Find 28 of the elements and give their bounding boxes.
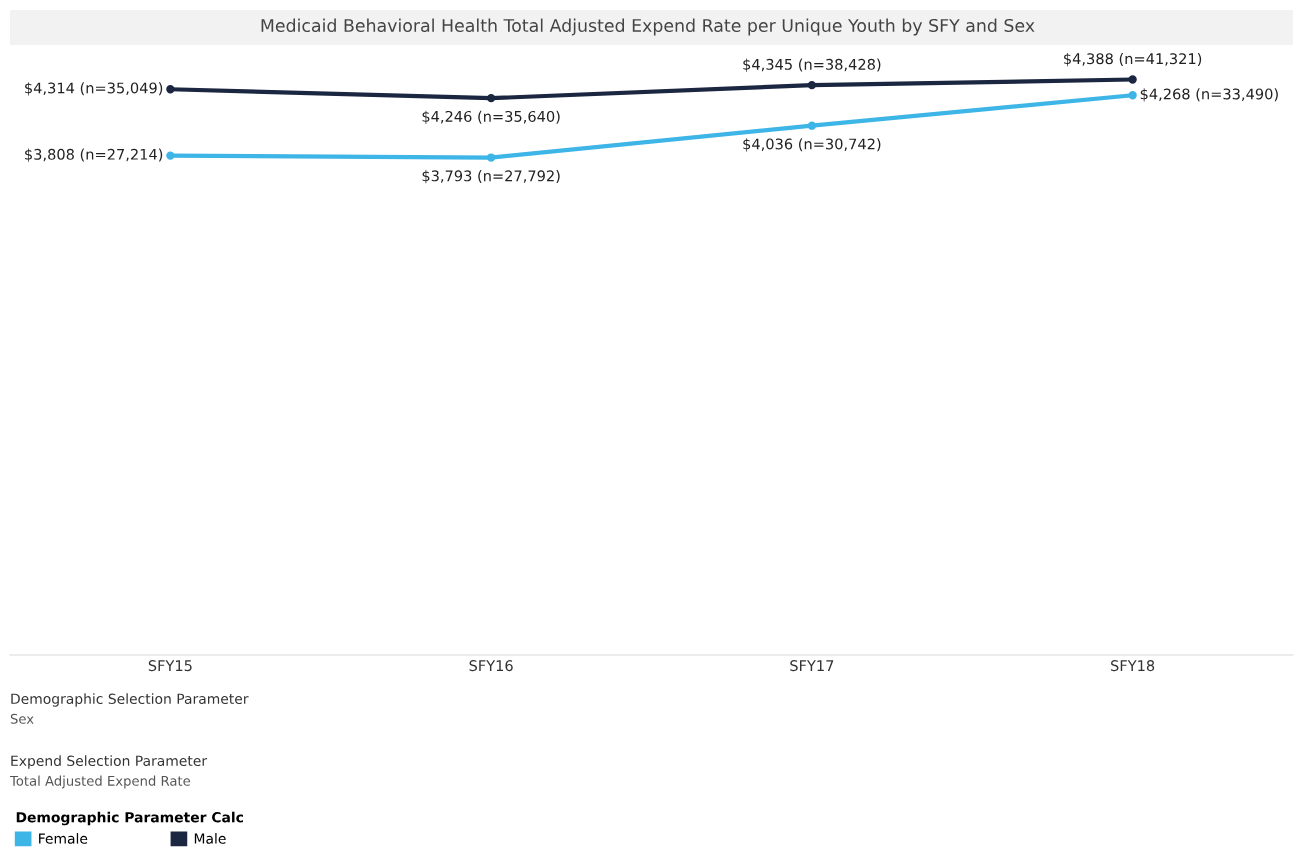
point: [486, 153, 496, 162]
point: [807, 121, 817, 130]
chart-title: Medicaid Behavioral Health Total Adjusted Expend Rate per Unique Youth by SFY and Sex: [261, 18, 1035, 36]
data-label: $3,808 (n=27,214): [25, 148, 163, 162]
data-label: $3,793 (n=27,792): [422, 170, 560, 184]
text: Sex: [10, 713, 34, 724]
legend-title: Demographic Parameter Calc: [16, 811, 243, 826]
point: [166, 85, 175, 94]
data-label: $4,345 (n=38,428): [743, 58, 881, 72]
point: [807, 81, 817, 90]
text: Total Adjusted Expend Rate: [9, 775, 191, 789]
legend-label: Female: [39, 833, 88, 844]
point: [1128, 75, 1137, 84]
data-label: $4,036 (n=30,742): [743, 138, 881, 152]
data-label: $4,314 (n=35,049): [25, 82, 163, 96]
x-tick-label: SFY15: [148, 660, 192, 672]
data-label: $4,246 (n=35,640): [422, 110, 560, 124]
x-tick-label: SFY17: [790, 660, 834, 672]
text: Demographic Selection Parameter: [11, 693, 249, 707]
text: Expend Selection Parameter: [11, 755, 208, 769]
data-label: $4,268 (n=33,490): [1140, 88, 1278, 102]
point: [486, 93, 496, 103]
point: [1128, 91, 1137, 100]
legend-label: Male: [194, 833, 226, 844]
data-label: $4,388 (n=41,321): [1064, 52, 1202, 67]
x-tick-label: SFY16: [469, 660, 513, 672]
point: [166, 151, 175, 160]
x-tick-label: SFY18: [1111, 660, 1155, 672]
